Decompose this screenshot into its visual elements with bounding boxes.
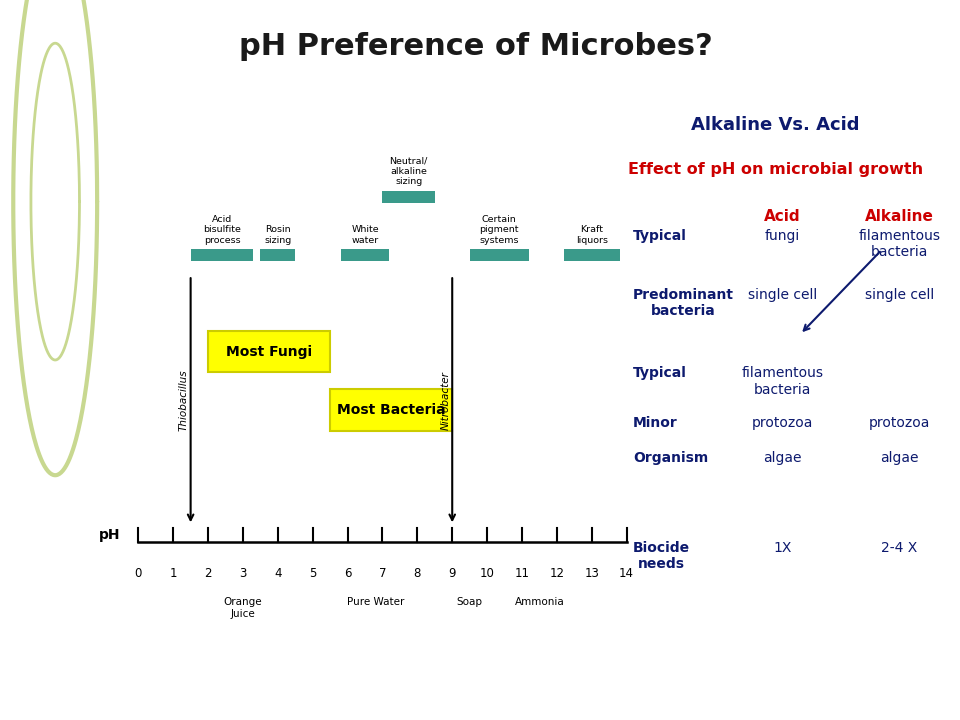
Text: 6: 6 [344,567,351,580]
Text: 1: 1 [169,567,177,580]
Text: White
water: White water [351,225,379,245]
Bar [564,249,619,261]
Text: single cell: single cell [748,287,817,302]
Text: Acid
bisulfite
process: Acid bisulfite process [204,215,241,245]
Text: 5: 5 [309,567,317,580]
Text: 13: 13 [585,567,599,580]
Bar [260,249,296,261]
Text: Acid: Acid [764,209,801,224]
Text: Thiobacillus: Thiobacillus [179,369,189,431]
Text: 1X: 1X [773,541,792,555]
Text: Soap: Soap [457,598,483,608]
Text: Biocide
needs: Biocide needs [634,541,690,572]
Text: fungi: fungi [765,229,800,243]
Text: Most Fungi: Most Fungi [226,345,312,359]
Text: 10: 10 [480,567,494,580]
Text: 2-4 X: 2-4 X [881,541,918,555]
Text: 7: 7 [378,567,386,580]
Text: single cell: single cell [865,287,934,302]
Text: Alkaline Vs. Acid: Alkaline Vs. Acid [691,115,859,133]
Text: filamentous
bacteria: filamentous bacteria [741,366,824,397]
Text: pH: pH [100,528,121,542]
Text: 9: 9 [448,567,456,580]
Text: Alkaline: Alkaline [865,209,934,224]
Text: protozoa: protozoa [752,416,813,430]
Text: AVANTHA: AVANTHA [26,636,84,646]
Text: Effect of pH on microbial growth: Effect of pH on microbial growth [628,162,923,177]
Bar [382,191,435,203]
Text: Predominant
bacteria: Predominant bacteria [634,287,734,318]
Text: 2: 2 [204,567,212,580]
Text: Certain
pigment
systems: Certain pigment systems [480,215,519,245]
Text: protozoa: protozoa [869,416,930,430]
Text: Kraft
liquors: Kraft liquors [576,225,608,245]
Text: Typical: Typical [634,229,687,243]
Bar [208,330,330,372]
Text: Minor: Minor [634,416,678,430]
Text: Rosin
sizing: Rosin sizing [264,225,292,245]
Text: 3: 3 [239,567,247,580]
Text: Orange
Juice: Orange Juice [224,598,262,619]
Text: Reference TAPPI Monograph: Microorganisms in Papermaking, Papercon, 2011.: Reference TAPPI Monograph: Microorganism… [201,692,759,705]
Text: 0: 0 [134,567,142,580]
Text: algae: algae [763,451,802,465]
Text: algae: algae [880,451,919,465]
Bar [341,249,390,261]
Text: Most Bacteria: Most Bacteria [337,403,445,417]
Text: Typical: Typical [634,366,687,380]
Bar [191,249,253,261]
Text: pH Preference of Microbes?: pH Preference of Microbes? [239,32,712,61]
Text: 11: 11 [515,567,530,580]
Text: Pure Water: Pure Water [347,598,404,608]
Text: 14: 14 [619,567,635,580]
Text: Nitrobacter: Nitrobacter [441,371,450,430]
Text: 8: 8 [414,567,421,580]
Bar [469,249,529,261]
Text: Neutral/
alkaline
sizing: Neutral/ alkaline sizing [390,156,428,186]
Text: Organism: Organism [634,451,708,465]
Text: Ammonia: Ammonia [515,598,564,608]
Text: 4: 4 [274,567,281,580]
Text: filamentous
bacteria: filamentous bacteria [858,229,941,259]
Text: 12: 12 [549,567,564,580]
Bar [330,389,452,431]
